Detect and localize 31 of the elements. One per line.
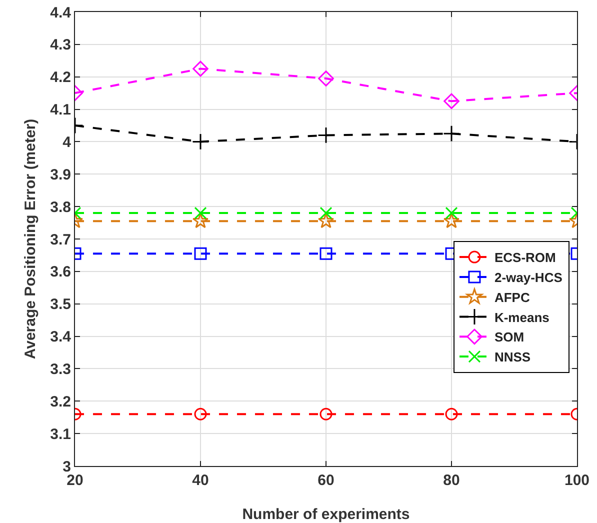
y-tick-label: 4.3 xyxy=(50,36,71,54)
y-tick-label: 3.6 xyxy=(50,264,71,281)
y-tick-label: 3.4 xyxy=(50,328,72,346)
y-tick-label: 3.9 xyxy=(50,166,71,184)
x-tick-label: 80 xyxy=(443,472,460,489)
legend-label: K-means xyxy=(494,310,550,325)
y-tick-label: 4.2 xyxy=(50,69,71,86)
point xyxy=(318,212,334,228)
point xyxy=(320,206,332,220)
point xyxy=(318,70,334,86)
legend-label: NNSS xyxy=(494,350,531,365)
point xyxy=(320,247,332,260)
point xyxy=(320,408,332,420)
x-tick-label: 60 xyxy=(318,472,334,489)
legend-label: AFPC xyxy=(494,290,530,305)
y-tick-label: 3.1 xyxy=(50,426,71,443)
x-axis-title: Number of experiments xyxy=(242,506,410,523)
x-tick-label: 40 xyxy=(192,472,209,489)
y-axis-title: Average Positioning Error (meter) xyxy=(22,118,39,360)
x-tick-label: 100 xyxy=(564,472,590,489)
y-tick-label: 4.1 xyxy=(50,102,71,119)
y-tick-label: 4.4 xyxy=(50,4,72,22)
legend-label: ECS-ROM xyxy=(494,250,556,266)
y-tick-label: 3.7 xyxy=(50,231,71,248)
legend-label: 2-way-HCS xyxy=(494,270,563,286)
y-tick-label: 3.8 xyxy=(50,198,71,216)
legend-label: SOM xyxy=(494,330,524,345)
y-tick-label: 4 xyxy=(62,134,72,151)
y-tick-label: 3.3 xyxy=(50,360,71,378)
y-tick-label: 3.5 xyxy=(50,296,71,314)
y-tick-label: 3.2 xyxy=(50,393,71,410)
